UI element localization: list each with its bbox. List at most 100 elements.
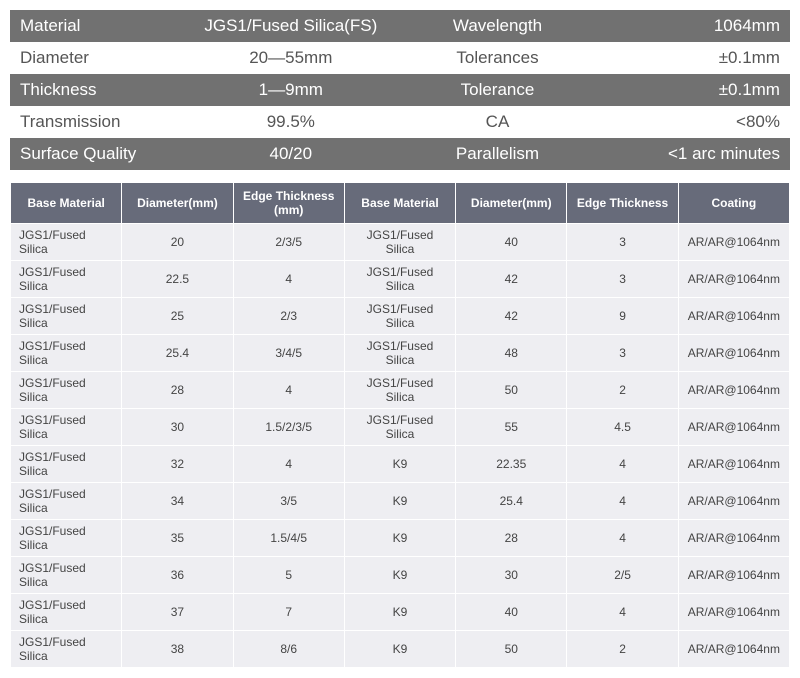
spec-value: 1064mm [595,10,790,42]
table-row: JGS1/Fused Silica388/6K9502AR/AR@1064nm [11,631,790,668]
table-cell: 3/4/5 [233,335,344,372]
table-cell: 35 [122,520,233,557]
table-cell: AR/AR@1064nm [678,594,789,631]
table-cell: AR/AR@1064nm [678,483,789,520]
table-cell: JGS1/Fused Silica [11,261,122,298]
table-cell: 3/5 [233,483,344,520]
table-cell: 3 [567,261,678,298]
table-cell: JGS1/Fused Silica [11,224,122,261]
spec-label: Surface Quality [10,138,182,170]
spec-label: Material [10,10,182,42]
column-header: Diameter(mm) [456,183,567,224]
spec-row: Transmission 99.5% CA <80% [10,106,790,138]
table-cell: 3 [567,335,678,372]
spec-row: Thickness 1—9mm Tolerance ±0.1mm [10,74,790,106]
table-cell: 40 [456,224,567,261]
table-cell: 2/5 [567,557,678,594]
spec-row: Material JGS1/Fused Silica(FS) Wavelengt… [10,10,790,42]
table-cell: JGS1/Fused Silica [11,483,122,520]
table-cell: 48 [456,335,567,372]
table-cell: JGS1/Fused Silica [11,520,122,557]
table-cell: AR/AR@1064nm [678,520,789,557]
column-header: Edge Thickness [567,183,678,224]
spec-summary-table: Material JGS1/Fused Silica(FS) Wavelengt… [10,10,790,170]
column-header: Edge Thickness (mm) [233,183,344,224]
table-cell: 28 [456,520,567,557]
table-cell: 25.4 [122,335,233,372]
spec-value: 20—55mm [182,42,400,74]
table-cell: 30 [456,557,567,594]
table-cell: 2/3/5 [233,224,344,261]
spec-label: Tolerances [400,42,595,74]
table-cell: 4 [567,483,678,520]
spec-row: Diameter 20—55mm Tolerances ±0.1mm [10,42,790,74]
table-cell: 8/6 [233,631,344,668]
spec-value: 99.5% [182,106,400,138]
spec-value: 1—9mm [182,74,400,106]
table-cell: 1.5/4/5 [233,520,344,557]
spec-label: Parallelism [400,138,595,170]
table-cell: 42 [456,298,567,335]
table-row: JGS1/Fused Silica202/3/5JGS1/Fused Silic… [11,224,790,261]
column-header: Coating [678,183,789,224]
table-cell: AR/AR@1064nm [678,557,789,594]
table-cell: AR/AR@1064nm [678,631,789,668]
table-cell: AR/AR@1064nm [678,372,789,409]
table-cell: 1.5/2/3/5 [233,409,344,446]
table-cell: 4.5 [567,409,678,446]
table-cell: 55 [456,409,567,446]
table-body: JGS1/Fused Silica202/3/5JGS1/Fused Silic… [11,224,790,668]
table-cell: AR/AR@1064nm [678,409,789,446]
table-cell: 2 [567,372,678,409]
table-cell: 28 [122,372,233,409]
table-cell: K9 [344,483,455,520]
table-cell: 22.35 [456,446,567,483]
table-cell: 42 [456,261,567,298]
table-cell: JGS1/Fused Silica [11,594,122,631]
table-cell: 4 [233,446,344,483]
table-cell: JGS1/Fused Silica [344,298,455,335]
spec-label: Tolerance [400,74,595,106]
table-cell: 4 [233,372,344,409]
table-row: JGS1/Fused Silica365K9302/5AR/AR@1064nm [11,557,790,594]
table-cell: K9 [344,631,455,668]
spec-value: ±0.1mm [595,74,790,106]
spec-value: <1 arc minutes [595,138,790,170]
table-row: JGS1/Fused Silica324K922.354AR/AR@1064nm [11,446,790,483]
spec-value: ±0.1mm [595,42,790,74]
spec-label: Wavelength [400,10,595,42]
table-cell: JGS1/Fused Silica [11,631,122,668]
spec-label: CA [400,106,595,138]
table-cell: JGS1/Fused Silica [11,557,122,594]
table-cell: 40 [456,594,567,631]
table-row: JGS1/Fused Silica343/5K925.44AR/AR@1064n… [11,483,790,520]
spec-value: <80% [595,106,790,138]
spec-label: Transmission [10,106,182,138]
table-cell: 25 [122,298,233,335]
table-row: JGS1/Fused Silica25.43/4/5JGS1/Fused Sil… [11,335,790,372]
table-cell: 50 [456,631,567,668]
spec-value: JGS1/Fused Silica(FS) [182,10,400,42]
table-row: JGS1/Fused Silica22.54JGS1/Fused Silica4… [11,261,790,298]
table-row: JGS1/Fused Silica377K9404AR/AR@1064nm [11,594,790,631]
table-cell: 36 [122,557,233,594]
table-cell: 20 [122,224,233,261]
table-cell: JGS1/Fused Silica [11,298,122,335]
table-cell: 22.5 [122,261,233,298]
spec-label: Diameter [10,42,182,74]
product-data-table: Base MaterialDiameter(mm) Edge Thickness … [10,182,790,668]
table-cell: JGS1/Fused Silica [344,335,455,372]
spec-label: Thickness [10,74,182,106]
table-cell: JGS1/Fused Silica [11,335,122,372]
table-cell: 25.4 [456,483,567,520]
table-cell: JGS1/Fused Silica [344,372,455,409]
table-cell: 30 [122,409,233,446]
table-header: Base MaterialDiameter(mm) Edge Thickness … [11,183,790,224]
table-cell: K9 [344,594,455,631]
table-cell: 38 [122,631,233,668]
table-cell: 34 [122,483,233,520]
table-cell: 4 [233,261,344,298]
column-header: Base Material [344,183,455,224]
table-cell: JGS1/Fused Silica [11,409,122,446]
table-cell: 5 [233,557,344,594]
